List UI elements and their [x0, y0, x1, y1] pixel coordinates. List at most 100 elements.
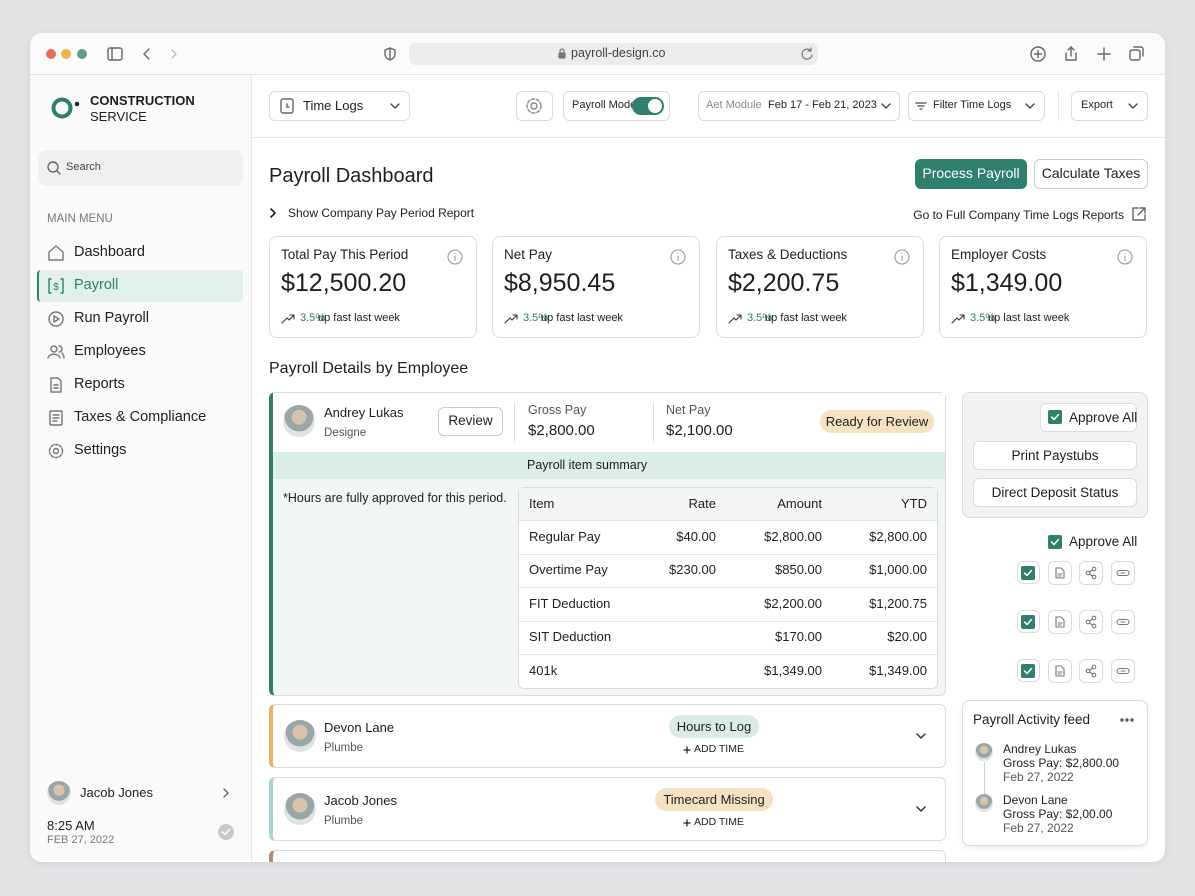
add-time[interactable]: ADD TIME — [694, 816, 744, 829]
stat-label: Taxes & Deductions — [728, 246, 848, 262]
status-pill — [655, 788, 773, 811]
share — [1065, 46, 1077, 61]
icon-shape — [801, 47, 813, 60]
user-name: Jacob Jones — [80, 784, 153, 800]
menu-item[interactable]: Reports — [74, 376, 125, 392]
sidebar — [30, 75, 252, 862]
stat-label: Net Pay — [504, 246, 553, 262]
icon-shape — [1091, 566, 1097, 572]
status-label: Ready for Review — [825, 413, 929, 429]
row-action[interactable] — [1079, 659, 1103, 683]
column-header: Rate — [688, 495, 716, 511]
icon-shape — [48, 245, 64, 261]
icon-shape — [286, 103, 290, 108]
lock — [558, 48, 566, 59]
row-action[interactable] — [1048, 610, 1072, 634]
menu-item[interactable]: Run Payroll — [74, 310, 149, 326]
stat-change: 3.5% — [523, 312, 549, 325]
row-action[interactable] — [1048, 659, 1072, 683]
employee-role: Designe — [324, 426, 367, 439]
row-border — [519, 587, 937, 588]
window-dot — [46, 49, 56, 59]
icon-shape — [1091, 623, 1097, 629]
icon-shape — [951, 314, 965, 324]
icon-shape — [526, 98, 542, 114]
row-action[interactable] — [1079, 610, 1103, 634]
icon-shape — [49, 410, 63, 426]
icon-shape — [1088, 569, 1094, 577]
back — [143, 48, 150, 60]
status-pill — [669, 715, 759, 738]
export-label: Export — [1081, 99, 1113, 112]
search-icon — [47, 161, 61, 175]
menu-item[interactable]: Employees — [74, 343, 146, 359]
logo-ring — [51, 97, 73, 119]
module-select[interactable] — [698, 91, 900, 121]
feed-name: Andrey Lukas — [1003, 741, 1077, 756]
tabs — [1129, 46, 1144, 61]
icon-shape — [1116, 569, 1130, 577]
employee-name: Andrey Lukas — [324, 404, 404, 420]
icon-shape — [171, 49, 177, 59]
table-cell: $2,800.00 — [764, 528, 822, 544]
menu-item[interactable]: Payroll — [74, 277, 119, 293]
icon-shape — [1023, 618, 1033, 626]
new-item — [1030, 46, 1046, 62]
page-title: Payroll Dashboard — [269, 164, 434, 187]
settings-button[interactable] — [516, 91, 553, 121]
report-toggle[interactable]: Show Company Pay Period Report — [288, 205, 475, 220]
icon-shape — [558, 52, 566, 59]
menu-icon — [48, 443, 64, 459]
chevron — [1025, 103, 1035, 109]
icon-shape — [52, 447, 60, 455]
menu-item[interactable]: Settings — [74, 442, 127, 458]
check — [1023, 569, 1033, 577]
user-chevron — [223, 788, 229, 798]
status-label: Hours to Log — [676, 718, 752, 734]
calculate-taxes[interactable] — [1034, 159, 1148, 189]
stat-label: Employer Costs — [951, 246, 1047, 262]
separator — [653, 402, 654, 442]
avatar — [284, 793, 316, 825]
icon-shape — [728, 314, 742, 324]
icon-shape — [1085, 668, 1091, 674]
icon-shape — [1055, 616, 1065, 628]
icon-shape — [47, 161, 59, 173]
menu-item[interactable]: Taxes & Compliance — [74, 409, 207, 425]
icon-shape — [1132, 207, 1146, 221]
add-time[interactable]: ADD TIME — [694, 743, 744, 756]
feed-line — [984, 762, 985, 796]
stat-card — [716, 236, 924, 338]
checkbox — [1021, 664, 1035, 678]
status-pill — [820, 410, 934, 433]
menu-item[interactable]: Dashboard — [74, 244, 145, 260]
approve-all-label: Approve All — [1069, 533, 1138, 549]
icon-shape — [881, 103, 891, 109]
table-header — [519, 488, 937, 521]
icon-shape: $ — [53, 282, 59, 293]
status-dot — [218, 824, 234, 840]
row-action[interactable] — [1048, 561, 1072, 585]
forward — [171, 49, 177, 59]
process-payroll[interactable] — [915, 159, 1027, 189]
icon-shape — [281, 314, 295, 324]
icon-shape — [1050, 538, 1060, 546]
search-box[interactable] — [38, 150, 243, 186]
table-cell: $1,349.00 — [869, 662, 927, 678]
chevron — [1128, 103, 1138, 109]
summary-bar — [273, 452, 945, 479]
icon-shape — [1050, 413, 1060, 421]
table-cell: $230.00 — [669, 562, 716, 578]
feed-avatar — [975, 743, 993, 761]
plus-icon — [683, 819, 691, 827]
review-button[interactable] — [438, 407, 503, 436]
toggle-knob — [648, 99, 662, 113]
calculate-taxes-label: Calculate Taxes — [1041, 165, 1141, 182]
stat-value: $8,950.45 — [504, 268, 616, 297]
employee-name: Devon Lane — [324, 719, 395, 735]
row-action[interactable] — [1079, 561, 1103, 585]
panel-button[interactable] — [973, 441, 1137, 470]
filter-select[interactable] — [908, 91, 1045, 121]
table-cell: 401k — [529, 662, 558, 678]
panel-button[interactable] — [973, 478, 1137, 507]
